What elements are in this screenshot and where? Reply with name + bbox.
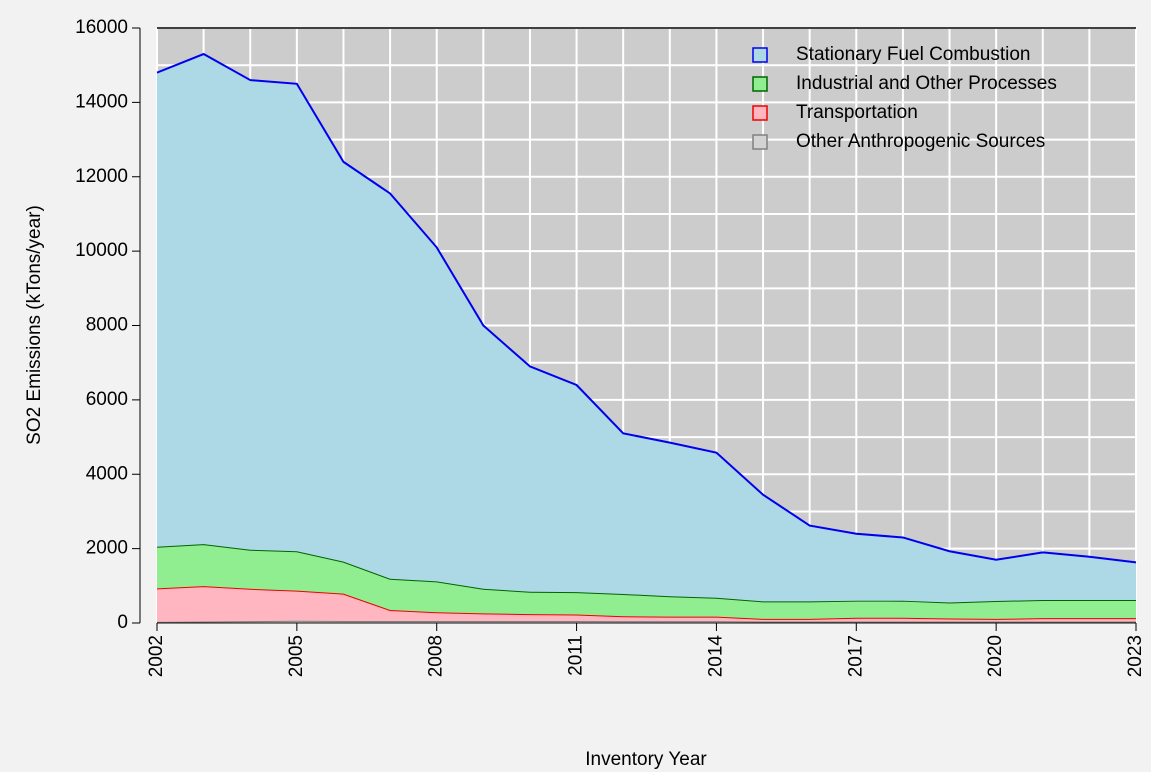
- legend-swatch: [752, 47, 768, 63]
- y-axis-title: SO2 Emissions (kTons/year): [24, 205, 45, 445]
- y-tick-label: 8000: [86, 315, 128, 336]
- legend-swatch: [752, 134, 768, 150]
- area-line: [156, 52, 1137, 564]
- x-axis-title: Inventory Year: [585, 749, 707, 770]
- x-tick-label: 2008: [426, 635, 447, 677]
- y-tick-label: 0: [117, 612, 128, 633]
- legend-label: Transportation: [796, 102, 918, 123]
- area-line: [156, 619, 1136, 623]
- legend-swatch: [752, 76, 768, 92]
- x-tick-label: 2002: [146, 635, 167, 677]
- y-tick-label: 4000: [86, 463, 128, 484]
- x-tick-label: 2020: [985, 635, 1006, 677]
- x-tick-label: 2017: [845, 635, 866, 677]
- y-tick-label: 16000: [75, 17, 128, 38]
- y-tick-label: 2000: [86, 538, 128, 559]
- legend-swatch: [752, 105, 768, 121]
- x-tick-label: 2014: [705, 635, 726, 678]
- x-tick-label: 2005: [286, 635, 307, 677]
- legend-label: Stationary Fuel Combustion: [796, 44, 1030, 65]
- legend-label: Industrial and Other Processes: [796, 73, 1057, 94]
- y-tick-label: 14000: [75, 91, 128, 112]
- area-fill: [157, 586, 1136, 622]
- y-tick-label: 6000: [86, 389, 128, 410]
- x-tick-label: 2023: [1125, 635, 1146, 677]
- area-fill: [157, 544, 1136, 619]
- legend-label: Other Anthropogenic Sources: [796, 131, 1045, 152]
- y-tick-label: 10000: [75, 240, 128, 261]
- y-tick-label: 12000: [75, 166, 128, 187]
- area-fill: [157, 54, 1136, 603]
- x-tick-label: 2011: [566, 635, 587, 676]
